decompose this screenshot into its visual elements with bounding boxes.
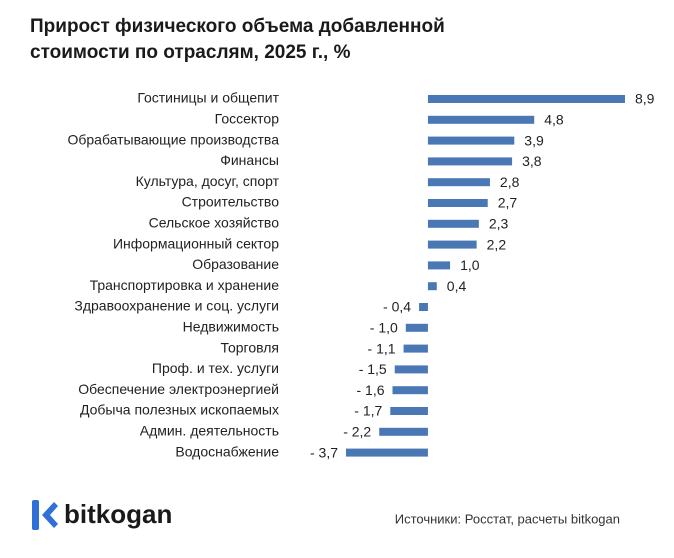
category-label: Образование [192, 256, 279, 272]
logo-icon [32, 500, 58, 530]
bar [427, 136, 515, 145]
value-label: 2,7 [498, 195, 518, 211]
bar [427, 199, 488, 207]
bar [346, 448, 428, 457]
category-label: Обрабатывающие производства [67, 131, 279, 147]
category-label: Гостиницы и общепит [137, 90, 279, 106]
bar [419, 303, 428, 311]
value-label: 2,8 [500, 174, 520, 190]
bar [427, 115, 535, 124]
bar [427, 178, 490, 187]
value-label: - 2,2 [343, 424, 371, 440]
category-label: Информационный сектор [113, 235, 279, 251]
value-label: 8,9 [635, 91, 655, 107]
chart-title: Прирост физического объема добавленной с… [30, 16, 445, 63]
value-label: 0,4 [447, 278, 467, 294]
bar [392, 386, 428, 395]
value-label: 3,8 [522, 153, 542, 169]
value-label: 1,0 [460, 257, 480, 273]
category-label: Недвижимость [183, 319, 279, 335]
bar [390, 407, 428, 415]
category-label: Проф. и тех. услуги [152, 360, 279, 376]
bar [405, 323, 428, 332]
value-label: 2,3 [489, 216, 509, 232]
bar [394, 365, 428, 374]
category-label: Финансы [220, 152, 279, 168]
category-label: Транспортировка и хранение [90, 277, 280, 293]
category-label: Госсектор [215, 111, 280, 127]
category-label: Обеспечение электроэнергией [78, 381, 279, 397]
bar [403, 344, 428, 353]
category-label: Здравоохранение и соц. услуги [74, 298, 279, 314]
category-label: Сельское хозяйство [149, 215, 280, 231]
category-label: Торговля [221, 339, 279, 355]
category-label: Культура, досуг, спорт [136, 173, 280, 189]
logo-text: bitkogan [64, 499, 172, 529]
category-label: Водоснабжение [175, 443, 279, 459]
value-label: 2,2 [487, 236, 507, 252]
value-label: - 3,7 [310, 444, 338, 460]
value-label: - 1,0 [370, 320, 398, 336]
value-label: - 1,1 [368, 340, 396, 356]
category-label: Строительство [182, 194, 280, 210]
category-label: Добыча полезных ископаемых [80, 402, 279, 418]
value-label: - 1,6 [356, 382, 384, 398]
source: Источники: Росстат, расчеты bitkogan [395, 511, 620, 526]
value-label: - 0,4 [383, 299, 411, 315]
bar [427, 157, 513, 166]
bar [427, 282, 437, 291]
value-label: - 1,5 [359, 361, 387, 377]
value-label: - 1,7 [354, 403, 382, 419]
bar [427, 261, 451, 270]
value-label: 4,8 [544, 112, 564, 128]
value-label: 3,9 [524, 132, 544, 148]
category-label: Админ. деятельность [140, 423, 279, 439]
bar [379, 427, 428, 436]
bar [427, 95, 625, 103]
bar [427, 240, 477, 249]
bar [427, 219, 479, 228]
